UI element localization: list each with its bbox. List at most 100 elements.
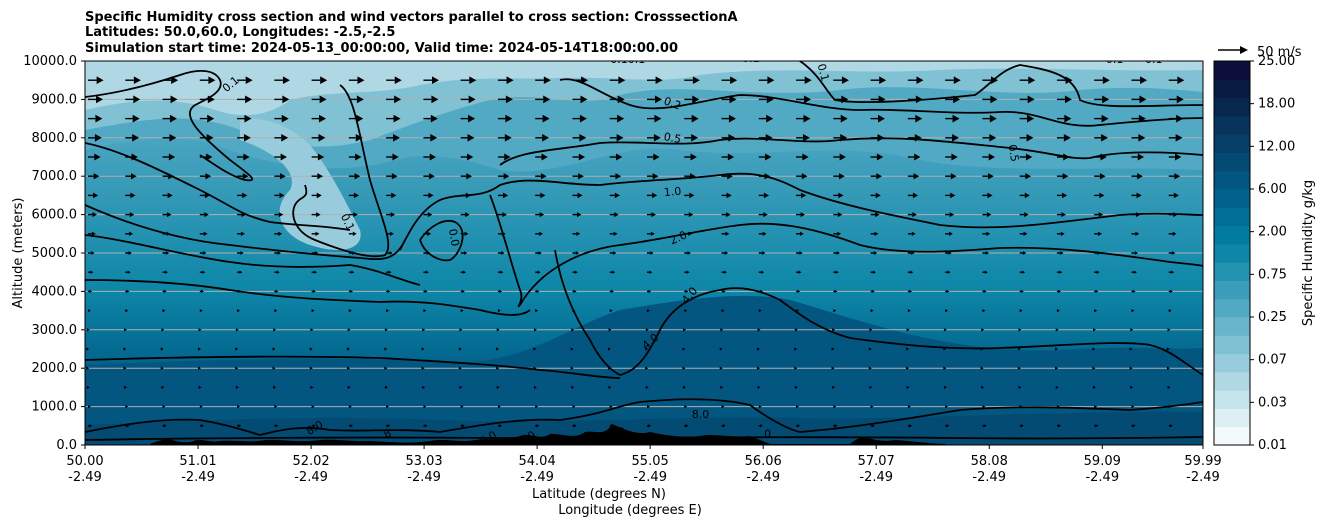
wind-vector-head (831, 347, 835, 351)
wind-vector-head (208, 76, 216, 85)
wind-vector-head (1065, 76, 1073, 85)
wind-vector-head (133, 95, 141, 104)
wind-vector-head (989, 114, 997, 123)
wind-vector-head (310, 385, 314, 390)
wind-vector-head (425, 270, 429, 274)
colorbar-tick-label: 0.03 (1258, 395, 1287, 410)
colorbar-label: Specific Humidity g/kg (1301, 180, 1316, 326)
wind-vector-head (614, 192, 620, 199)
wind-vector-head (1129, 347, 1133, 351)
wind-vector-head (352, 251, 356, 255)
wind-vector-head (578, 173, 584, 180)
chart-title-line-2: Latitudes: 50.0,60.0, Longitudes: -2.5,-… (85, 25, 395, 40)
wind-vector-head (320, 76, 328, 85)
wind-vector-head (571, 385, 575, 390)
humidity-dry-pocket (240, 118, 361, 250)
wind-vector-head (801, 173, 808, 180)
wind-vector-head (93, 173, 100, 180)
wind-vector-head (1020, 424, 1024, 428)
wind-vector-head (535, 308, 539, 313)
wind-vector-head (273, 328, 277, 332)
wind-vector-head (943, 366, 947, 370)
wind-vector-head (1138, 134, 1146, 142)
wind-vector-head (869, 385, 873, 390)
colorbar-band (1214, 115, 1250, 135)
wind-vector-head (726, 212, 731, 218)
wind-vector-head (1028, 76, 1036, 85)
wind-vector-head (499, 424, 503, 428)
wind-vector-head (1169, 289, 1173, 294)
wind-vector-head (577, 192, 583, 199)
wind-vector-head (309, 347, 313, 351)
wind-vector-head (573, 424, 577, 428)
colorbar-band (1214, 426, 1250, 446)
wind-vector-head (466, 173, 473, 180)
colorbar-tick-label: 25.00 (1258, 54, 1295, 69)
wind-vector-head (282, 95, 290, 104)
wind-vector-head (319, 95, 327, 104)
wind-vector-head (160, 347, 164, 351)
wind-vector-head (124, 328, 128, 332)
contour-line-4.0 (554, 249, 1203, 376)
wind-vector-head (391, 192, 397, 199)
wind-vector-head (836, 251, 840, 255)
wind-vector-head (1131, 308, 1135, 313)
wind-vector-head (125, 404, 129, 409)
wind-vector-head (316, 192, 322, 199)
wind-vector-head (273, 385, 277, 390)
contour-label: 1.0 (663, 185, 682, 199)
wind-vector-head (1136, 192, 1142, 199)
wind-vector-head (1017, 366, 1021, 370)
contour-lines (85, 61, 1203, 441)
wind-vector-head (721, 308, 725, 313)
wind-vector-head (539, 212, 545, 218)
wind-vector-head (88, 404, 91, 409)
wind-vector-head (1175, 134, 1183, 142)
wind-vector-head (1061, 212, 1066, 218)
y-tick-label: 3000.0 (32, 323, 78, 338)
wind-vector-head (93, 192, 99, 199)
wind-vector-head (463, 251, 468, 255)
wind-vector-head (952, 114, 960, 123)
wind-vector-head (1018, 328, 1022, 332)
wind-vector-head (914, 153, 921, 161)
contour-line-8.0-low (85, 398, 1203, 436)
wind-vector-head (314, 270, 317, 274)
wind-vector-head (505, 114, 513, 123)
wind-vector-head (1173, 212, 1178, 218)
wind-vector-head (645, 366, 649, 370)
wind-vector-head (94, 134, 102, 142)
wind-vector-head (579, 114, 587, 123)
contour-line-0.2 (559, 78, 1203, 127)
wind-vector-head (794, 328, 798, 332)
wind-vector-head (275, 424, 279, 428)
wind-vector-head (912, 192, 919, 199)
wind-vector-head (765, 153, 772, 161)
wind-vector-head (728, 134, 736, 142)
wind-vector-head (272, 347, 276, 351)
wind-vector-head (347, 385, 351, 390)
wind-vector-head (1095, 289, 1099, 294)
wind-vector-head (538, 251, 542, 255)
wind-vector-head (536, 424, 540, 428)
wind-vector-head (238, 289, 242, 294)
wind-vector-head (496, 366, 500, 370)
wind-vector-head (202, 270, 206, 274)
wind-vector-head (461, 289, 465, 294)
wind-vector-head (504, 134, 512, 142)
wind-vector-head (613, 231, 618, 236)
wind-vector-head (906, 366, 910, 370)
wind-vector-head (162, 404, 166, 409)
wind-vector-head (170, 95, 178, 104)
wind-vector-head (541, 153, 548, 161)
wind-vector-head (980, 347, 984, 351)
wind-vector-head (762, 231, 767, 236)
wind-vector-head (309, 366, 313, 370)
wind-vector-head (128, 251, 132, 255)
contour-line-2.0-left (85, 204, 406, 261)
wind-vector-head (757, 347, 760, 351)
colorbar-tick-label: 0.25 (1258, 310, 1287, 325)
wind-vector-head (1056, 404, 1060, 409)
wind-vector-head (1140, 76, 1148, 85)
wind-vector-head (169, 134, 177, 142)
